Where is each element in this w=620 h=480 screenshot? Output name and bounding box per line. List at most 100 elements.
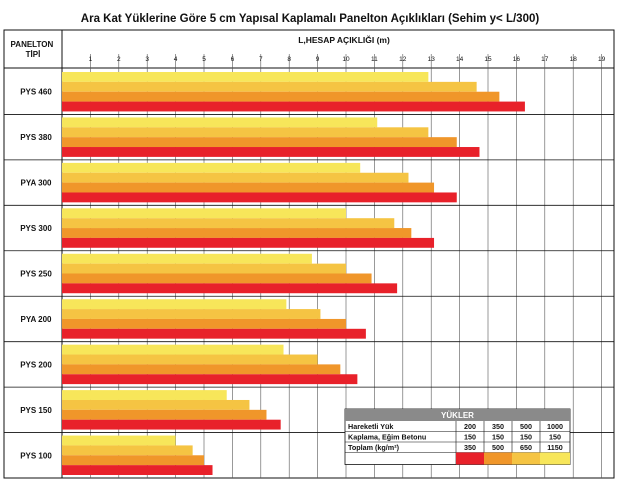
legend-cell-value: 150 <box>464 433 476 442</box>
bar <box>62 309 321 319</box>
category-label: PYS 300 <box>20 224 52 233</box>
bar <box>62 91 500 102</box>
legend-title-bar <box>345 409 570 421</box>
bar-group <box>62 208 435 248</box>
bar <box>62 127 429 138</box>
legend-cell-value: 500 <box>520 422 532 431</box>
bar <box>62 354 318 365</box>
row-header-line-1: PANELTON <box>11 40 54 49</box>
row-dividers <box>4 114 614 433</box>
loads-legend-table: YÜKLER Hareketli Yük 200 350 500 1000 Kaplama,… <box>344 408 571 465</box>
bar-group <box>62 344 358 385</box>
legend-title: YÜKLER <box>441 411 474 420</box>
bar <box>62 147 480 157</box>
legend-cell-value: 500 <box>492 443 504 452</box>
legend-cell-value: 150 <box>520 433 532 442</box>
bar <box>62 101 525 112</box>
bar-groups <box>62 72 525 475</box>
x-tick-label: 3 <box>145 56 149 63</box>
category-label: PYS 460 <box>20 88 52 97</box>
bar <box>62 318 346 329</box>
x-tick-label: 12 <box>399 56 407 63</box>
bar <box>62 374 358 385</box>
x-tick-label: 8 <box>287 56 291 63</box>
category-label: PYS 250 <box>20 270 52 279</box>
x-tick-label: 19 <box>598 56 606 63</box>
bar <box>62 218 395 229</box>
bar <box>62 228 412 238</box>
x-tick-label: 2 <box>117 56 121 63</box>
bar-group <box>62 162 457 203</box>
category-label: PYS 200 <box>20 360 52 369</box>
bar-group <box>62 390 281 430</box>
category-label: PYA 300 <box>21 179 53 188</box>
bar <box>62 465 213 475</box>
bar <box>62 344 284 355</box>
bar <box>62 72 429 82</box>
x-tick-label: 17 <box>541 56 549 63</box>
bar <box>62 81 477 92</box>
x-tick-label: 5 <box>202 56 206 63</box>
x-tick-labels: 1 2 3 4 5 6 7 8 9 10 11 12 13 14 15 16 17 18 19 <box>89 56 606 63</box>
x-axis-label: L,HESAP AÇIKLIĞI (m) <box>298 34 390 45</box>
bar <box>62 137 457 148</box>
chart-frame <box>3 29 615 479</box>
legend-swatch <box>540 452 570 465</box>
legend-cell-value: 200 <box>464 422 476 431</box>
bar <box>62 445 193 456</box>
category-label: PYS 150 <box>20 406 52 415</box>
x-tick-label: 4 <box>174 56 178 63</box>
category-label: PYA 200 <box>21 315 53 324</box>
bar <box>62 117 378 128</box>
x-tick-label: 10 <box>342 56 350 63</box>
legend-cell-value: 1000 <box>547 422 563 431</box>
x-tick-label: 15 <box>484 56 492 63</box>
legend-cell-value: 350 <box>492 422 504 431</box>
row-header-line-2: TİPİ <box>26 50 41 59</box>
bar <box>62 237 435 248</box>
category-labels: PYS 460 PYS 380 PYA 300 PYS 300 PYS 250 PYA 2… <box>20 88 52 461</box>
bar <box>62 328 366 339</box>
bar <box>62 273 372 284</box>
category-label: PYS 100 <box>20 451 52 460</box>
legend-cell-value: 350 <box>464 443 476 452</box>
bar <box>62 172 409 183</box>
bar <box>62 192 457 203</box>
legend-row-label: Hareketli Yük <box>348 422 393 431</box>
row-header: PANELTON TİPİ <box>11 40 56 59</box>
legend-cell-value: 150 <box>492 433 504 442</box>
legend-cell-value: 1150 <box>547 443 563 452</box>
legend-row-label: Kaplama, Eğim Betonu <box>348 433 426 442</box>
bar-group <box>62 253 398 294</box>
legend-swatch <box>512 452 540 465</box>
x-tick-label: 1 <box>89 56 93 63</box>
legend-row-label: Toplam (kg/m²) <box>348 443 400 452</box>
bar <box>62 409 267 420</box>
bar <box>62 435 176 446</box>
bar <box>62 263 346 274</box>
bar <box>62 182 435 193</box>
x-tick-label: 6 <box>231 56 235 63</box>
x-tick-label: 16 <box>513 56 521 63</box>
bar-group <box>62 299 366 339</box>
x-tick-label: 11 <box>371 56 378 63</box>
legend-swatch <box>484 452 512 465</box>
bar <box>62 419 281 430</box>
legend-cell-value: 650 <box>520 443 532 452</box>
bar <box>62 299 287 310</box>
bar-group <box>62 72 525 112</box>
bar <box>62 364 341 375</box>
x-tick-label: 18 <box>570 56 578 63</box>
bar <box>62 162 361 173</box>
legend-cell-value: 150 <box>549 433 561 442</box>
bar <box>62 390 227 400</box>
legend-swatch <box>456 452 484 465</box>
bar-group <box>62 117 480 157</box>
x-tick-label: 13 <box>428 56 436 63</box>
bar <box>62 253 312 264</box>
bar <box>62 399 250 410</box>
bar <box>62 455 204 466</box>
x-tick-label: 14 <box>456 56 464 63</box>
bar-group <box>62 435 213 475</box>
bar <box>62 283 398 294</box>
